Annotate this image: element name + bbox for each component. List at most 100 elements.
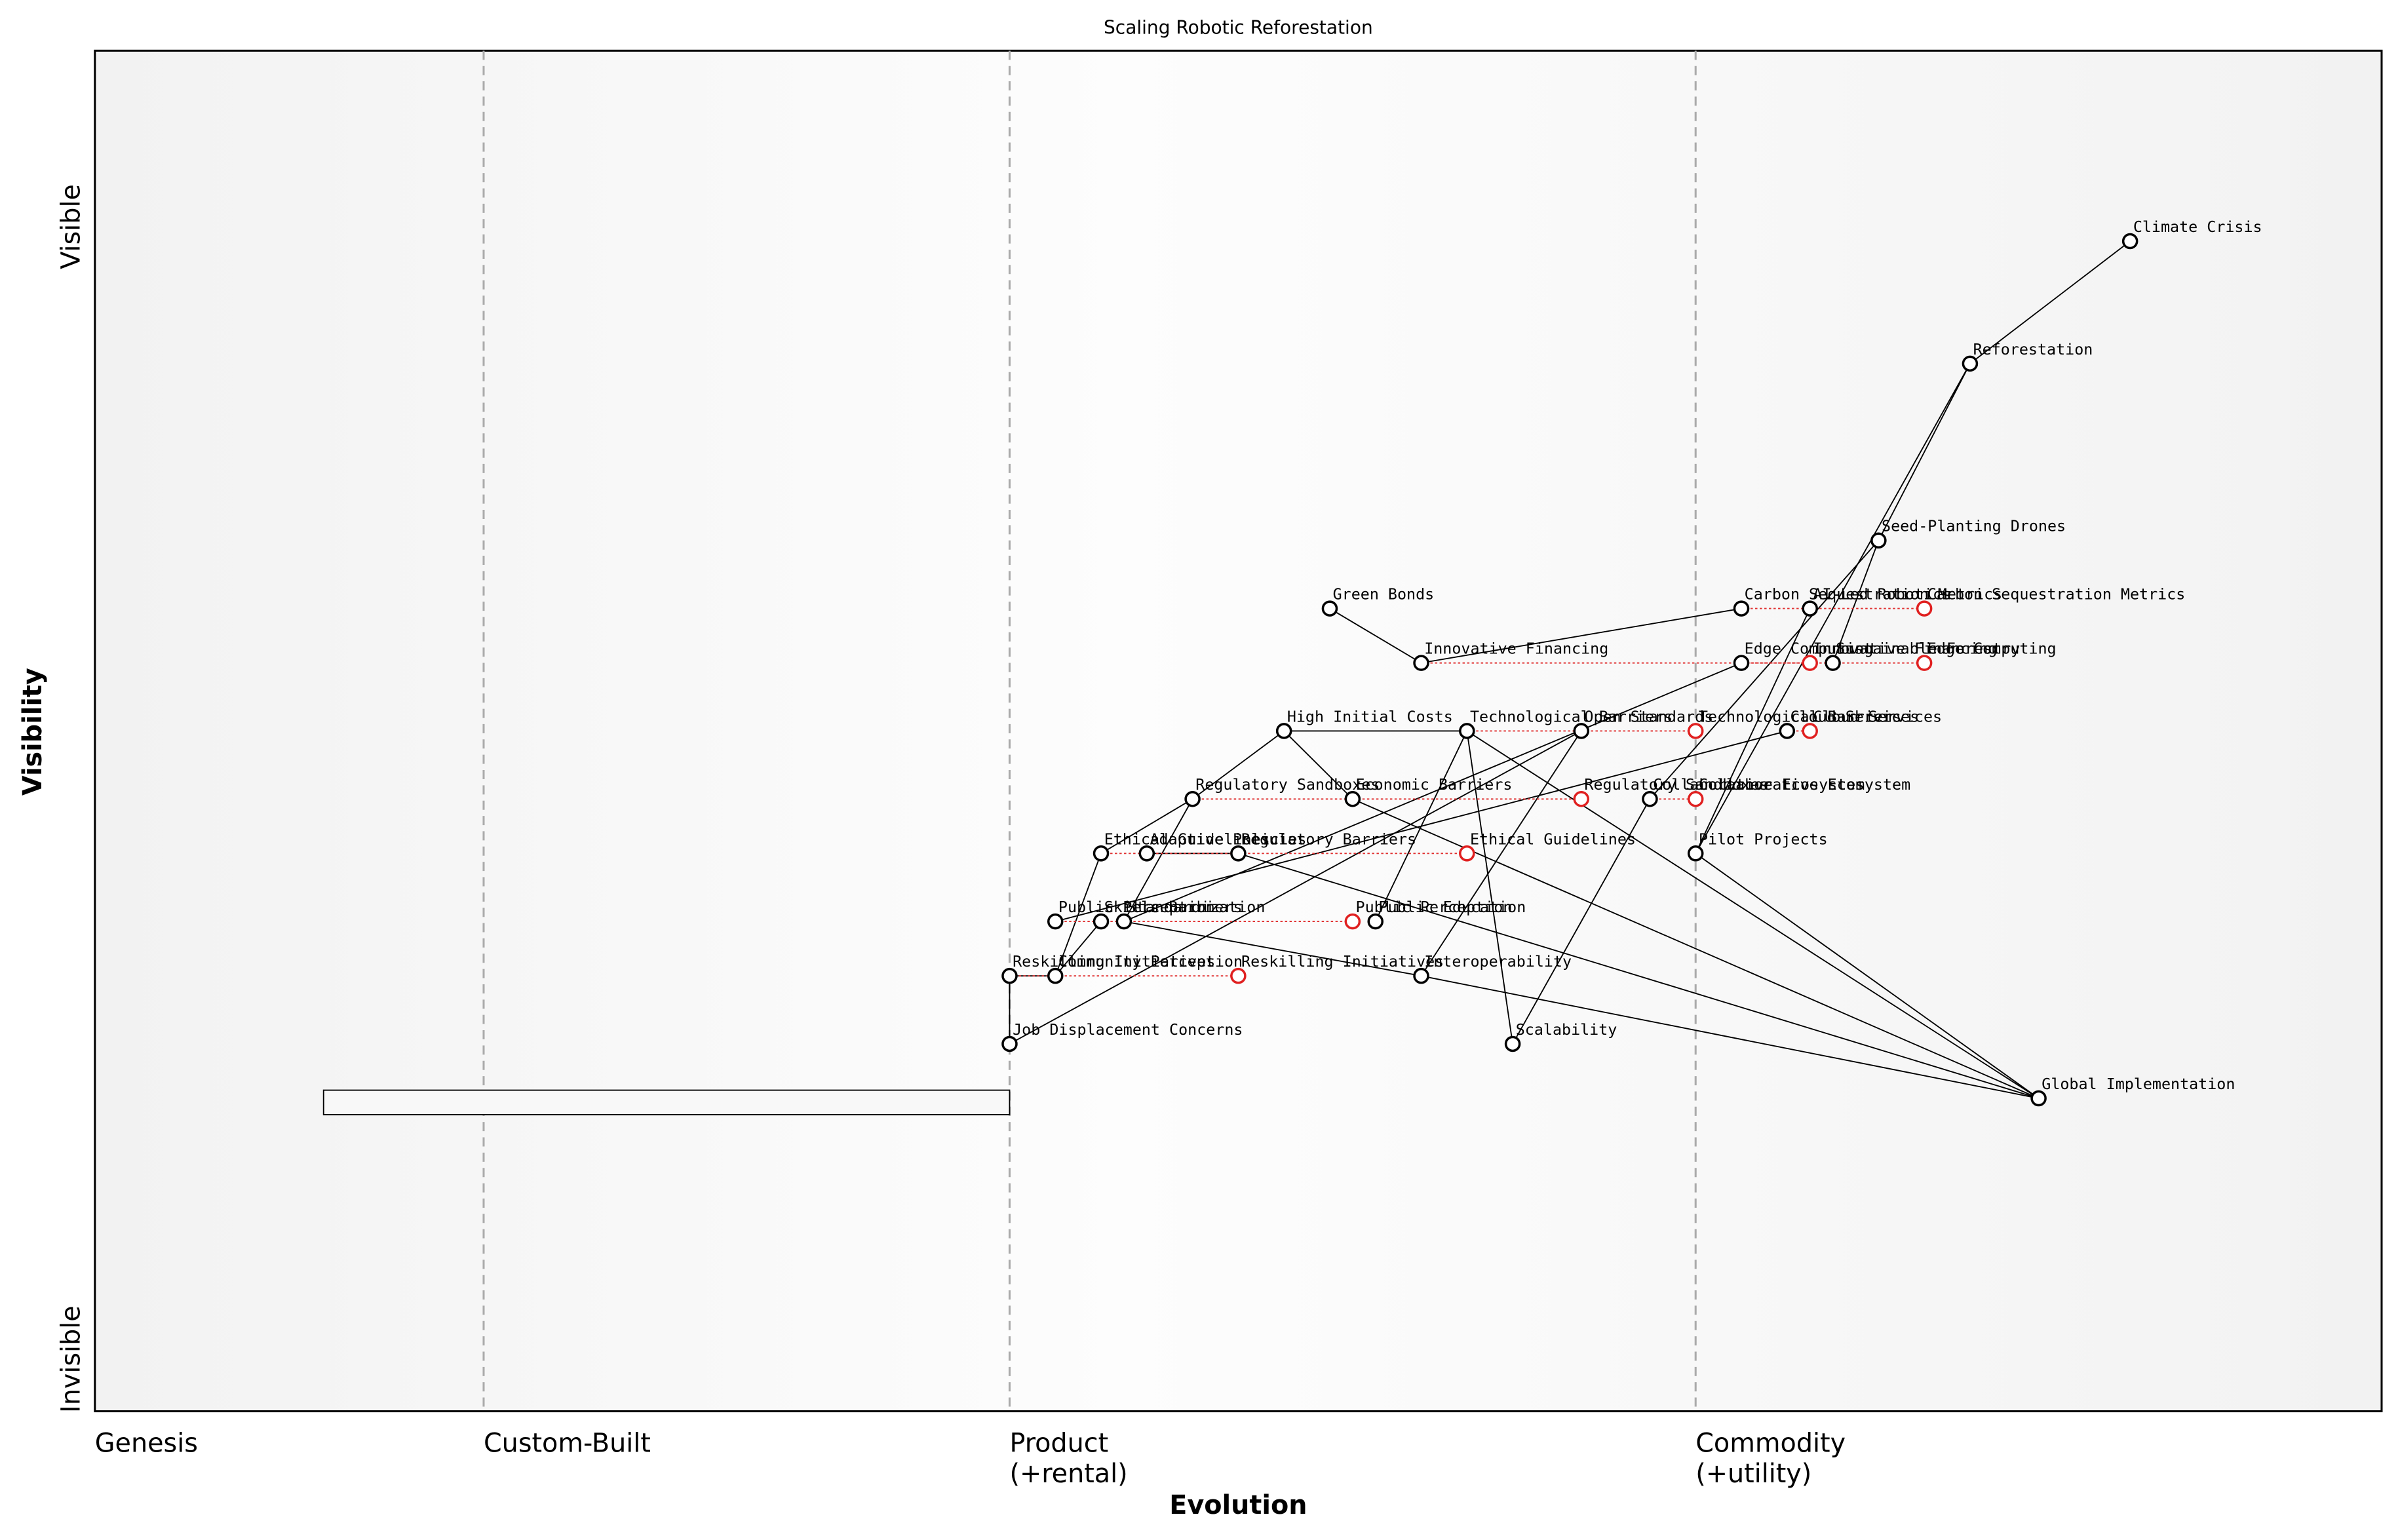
node: [1047, 967, 1064, 984]
node: [1687, 845, 1704, 862]
evolve-label: Innovative Financing: [1813, 640, 1997, 658]
x-axis-label: Evolution: [1169, 1490, 1307, 1520]
link: [1123, 921, 1422, 977]
link: [1055, 921, 1102, 976]
node: [1138, 845, 1155, 862]
link: [1055, 853, 1102, 976]
node-label: Regulatory Sandboxes: [1195, 775, 1380, 794]
node-label: Regulatory Barriers: [1241, 830, 1416, 848]
link: [1055, 730, 1788, 923]
evolve-label: Technological Barriers: [1699, 707, 1901, 725]
evolve-node: [1802, 655, 1818, 671]
link: [1695, 608, 1811, 854]
node: [1367, 913, 1384, 930]
link: [1009, 730, 1582, 1045]
node-label: Carbon Sequestration Metrics: [1745, 585, 2003, 604]
node-label: Sustainable Forestry: [1836, 640, 2020, 658]
y-top-label: Visible: [56, 184, 86, 269]
evolve-label: Reskilling Initiatives: [1241, 952, 1444, 971]
link: [1123, 662, 1742, 922]
node-label: Collaborative Ecosystem: [1653, 775, 1865, 794]
stage-label: Genesis: [95, 1428, 198, 1458]
node: [1825, 655, 1841, 671]
link: [1466, 730, 2040, 1099]
node: [1321, 600, 1338, 617]
node: [2030, 1090, 2047, 1107]
node: [1344, 790, 1361, 807]
node-label: Economic Barriers: [1356, 775, 1513, 794]
evolve-node: [1344, 913, 1361, 930]
evolve-label: Ethical Guidelines: [1470, 830, 1636, 848]
stage-label: (+rental): [1009, 1459, 1127, 1489]
node-label: Open Standards: [1584, 707, 1713, 725]
evolve-node: [1916, 600, 1933, 617]
node: [1413, 655, 1429, 671]
node-label: Reskilling Initiatives: [1013, 952, 1215, 971]
link: [1512, 798, 1651, 1045]
node-label: Green Bonds: [1333, 585, 1435, 604]
node-label: Cloud Services: [1790, 707, 1919, 725]
node-label: AI-Led Robotics: [1813, 585, 1951, 604]
evolve-label: Regulatory Sandboxes: [1584, 775, 1768, 794]
evolve-node: [1916, 655, 1933, 671]
evolve-node: [1459, 845, 1475, 862]
node: [1504, 1035, 1521, 1052]
node: [2121, 233, 2139, 250]
stage-label: Product: [1009, 1428, 1108, 1458]
node-label: Reforestation: [1973, 340, 2093, 358]
node-label: Seed-Planting Drones: [1882, 517, 2066, 535]
stage-label: Commodity: [1695, 1428, 1846, 1458]
evolve-node: [1687, 790, 1704, 807]
node: [1779, 723, 1796, 739]
node-label: Global Implementation: [2042, 1075, 2235, 1093]
node: [1001, 967, 1018, 984]
node: [1733, 655, 1750, 671]
evolve-label: Edge Computing: [1927, 640, 2057, 658]
node-label: Innovative Financing: [1424, 640, 1608, 658]
node-label: Pilot Projects: [1699, 830, 1828, 848]
node: [1184, 790, 1201, 807]
node-label: High Initial Costs: [1287, 707, 1453, 725]
evolve-label: Cloud Services: [1813, 707, 1942, 725]
link: [1238, 853, 2039, 1099]
node-label: Adaptive Policies: [1150, 830, 1306, 848]
link: [1283, 730, 1353, 799]
link: [1421, 607, 1742, 664]
link: [1466, 731, 1514, 1045]
node: [1642, 790, 1658, 807]
link: [1832, 540, 1880, 663]
link: [1695, 853, 2040, 1099]
node: [1115, 913, 1132, 930]
link: [1649, 540, 1880, 799]
plot-area: [94, 49, 2383, 1413]
inertia: [322, 1089, 1011, 1115]
link: [1100, 798, 1193, 855]
y-axis-label: Visibility: [18, 668, 48, 796]
node-label: Climate Crisis: [2133, 218, 2262, 236]
link: [1421, 975, 2039, 1099]
link: [1695, 363, 1971, 854]
link: [1329, 607, 1422, 664]
node-label: Standardization: [1127, 898, 1266, 916]
evolve-node: [1802, 723, 1818, 739]
node: [1459, 723, 1475, 739]
node-label: Scalability: [1516, 1020, 1617, 1039]
node: [1230, 845, 1247, 862]
node: [1573, 723, 1590, 739]
evolve-node: [1230, 967, 1247, 984]
evolve-label: Collaborative Ecosystem: [1699, 775, 1910, 794]
link: [1123, 798, 1193, 922]
stage-label: (+utility): [1695, 1459, 1811, 1489]
node-label: Public Perception: [1058, 898, 1215, 916]
node: [1001, 1035, 1018, 1052]
node-label: Ethical Guidelines: [1104, 830, 1270, 848]
title: Scaling Robotic Reforestation: [1104, 17, 1373, 39]
node: [1047, 913, 1064, 930]
evolve-label: Public Perception: [1356, 898, 1513, 916]
link: [1969, 241, 2131, 364]
evolve-node: [1687, 723, 1704, 739]
link: [1420, 730, 1582, 976]
node-label: Skills Barriers: [1104, 898, 1243, 916]
link: [1192, 730, 1285, 800]
